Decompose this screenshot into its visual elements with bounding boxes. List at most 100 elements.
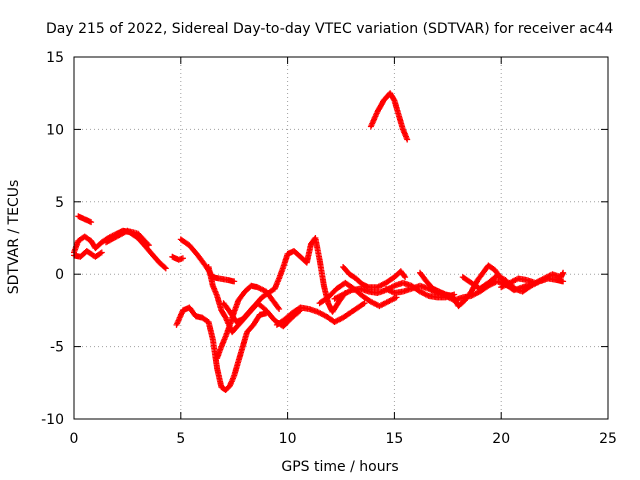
x-tick-label: 25	[599, 431, 617, 447]
series-trace-i	[214, 282, 283, 362]
x-tick-label: 10	[279, 431, 297, 447]
data-point	[387, 90, 397, 103]
data-point	[179, 255, 186, 262]
data-point	[355, 301, 367, 311]
series-trace-g	[173, 304, 270, 393]
data-point	[303, 242, 314, 266]
x-tick-label: 0	[70, 431, 79, 447]
data-point	[382, 274, 397, 286]
data-point	[402, 274, 409, 281]
data-point	[265, 286, 277, 296]
data-point	[239, 309, 252, 323]
data-point	[560, 278, 567, 285]
data-point	[404, 136, 411, 143]
x-axis-label: GPS time / hours	[281, 459, 398, 475]
axis-ticks: 0 5 10 15 20 25 -10 -5 0 5 10 15	[41, 50, 617, 447]
data-point	[361, 300, 368, 307]
data-point	[244, 322, 256, 336]
data-point	[393, 294, 400, 301]
data-point	[423, 278, 435, 291]
data-point	[291, 248, 303, 259]
data-point	[316, 256, 327, 288]
data-point	[214, 365, 225, 389]
data-point	[312, 235, 323, 262]
data-point	[220, 300, 232, 314]
data-point	[493, 272, 507, 283]
data-point	[226, 308, 239, 324]
data-point	[273, 318, 285, 328]
data-point	[239, 330, 250, 350]
data-point	[162, 265, 169, 272]
data-point	[150, 252, 162, 265]
y-axis-label: SDTVAR / TECUs	[6, 180, 22, 295]
data-point	[397, 268, 408, 279]
data-point	[353, 275, 365, 287]
data-point	[81, 233, 93, 243]
data-point	[145, 242, 152, 249]
data-point	[280, 315, 294, 330]
data-point	[455, 298, 467, 310]
data-point	[254, 284, 268, 294]
data-point	[276, 306, 283, 312]
data-point	[135, 230, 151, 248]
data-marks	[71, 90, 567, 393]
data-point	[92, 250, 104, 260]
data-point	[252, 295, 265, 308]
data-point	[346, 271, 358, 281]
series-trace-m	[340, 264, 409, 291]
data-point	[98, 249, 105, 256]
data-point	[271, 277, 282, 292]
data-point	[231, 278, 238, 285]
data-point	[560, 269, 567, 276]
data-point	[214, 292, 224, 312]
data-point	[331, 292, 345, 302]
grid-lines	[74, 57, 608, 419]
data-point	[222, 383, 232, 393]
data-point	[186, 242, 200, 258]
data-point	[395, 111, 406, 131]
data-point	[229, 322, 241, 336]
data-point	[498, 280, 512, 291]
data-point	[205, 319, 216, 341]
data-point	[340, 287, 354, 298]
data-point	[235, 289, 247, 304]
data-point	[359, 292, 373, 304]
data-point	[269, 297, 282, 311]
data-point	[246, 302, 258, 315]
y-tick-label: -5	[50, 340, 64, 356]
data-point	[385, 295, 399, 305]
chart-title: Day 215 of 2022, Sidereal Day-to-day VTE…	[46, 21, 613, 37]
data-point	[340, 264, 352, 277]
data-point	[88, 219, 95, 226]
data-point	[141, 242, 156, 258]
data-point	[218, 307, 228, 320]
data-point	[325, 286, 339, 301]
data-point	[314, 308, 328, 319]
data-point	[374, 98, 386, 115]
data-point	[417, 288, 431, 299]
data-point	[331, 315, 345, 325]
series-trace-s	[498, 269, 567, 291]
series-trace-d	[103, 227, 152, 249]
y-tick-label: 10	[46, 122, 64, 138]
data-point	[340, 309, 354, 321]
data-point	[92, 240, 104, 252]
data-point	[250, 313, 262, 328]
y-tick-label: -10	[41, 412, 64, 428]
data-point	[461, 289, 474, 304]
data-point	[367, 110, 380, 130]
data-point	[235, 345, 246, 365]
y-tick-label: 0	[55, 267, 64, 283]
series-trace-o	[367, 90, 411, 143]
data-point	[135, 235, 147, 248]
data-point	[459, 274, 474, 286]
data-point	[199, 314, 211, 325]
x-tick-label: 15	[385, 431, 403, 447]
data-point	[173, 308, 186, 328]
data-point	[485, 262, 497, 272]
data-point	[177, 236, 192, 248]
data-point	[348, 305, 360, 315]
data-point	[218, 334, 228, 350]
